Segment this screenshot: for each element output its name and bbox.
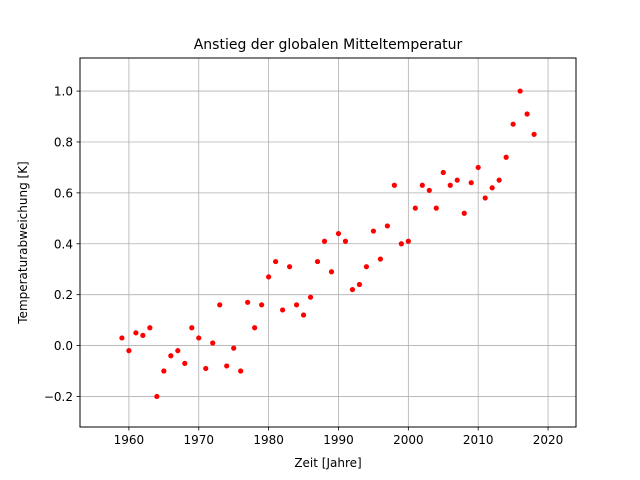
data-point: [175, 348, 181, 354]
data-point: [168, 353, 174, 359]
data-point: [426, 187, 432, 193]
data-point: [231, 345, 237, 351]
data-point: [328, 269, 335, 275]
data-point: [419, 182, 425, 188]
data-point: [217, 302, 223, 308]
data-point: [266, 274, 272, 280]
data-point: [475, 164, 481, 171]
x-axis-label: Zeit [Jahre]: [294, 456, 361, 470]
data-point: [384, 223, 390, 229]
y-tick-label: 0.4: [54, 237, 73, 251]
data-point: [307, 294, 314, 300]
data-points: [119, 88, 537, 400]
data-point: [433, 205, 439, 211]
y-axis-label: Temperaturabweichung [K]: [16, 161, 30, 324]
data-point: [238, 368, 244, 374]
data-point: [273, 258, 279, 265]
plot-frame: [79, 57, 577, 428]
data-point: [517, 88, 523, 94]
data-point: [140, 332, 146, 338]
data-point: [189, 325, 195, 331]
data-point: [259, 302, 265, 308]
y-tick-label: 0.0: [54, 339, 73, 353]
data-point: [245, 299, 251, 305]
data-point: [496, 177, 502, 183]
data-point: [391, 182, 397, 188]
x-tick-label: 1960: [114, 433, 145, 447]
y-tick-label: 0.6: [54, 186, 73, 200]
data-point: [203, 365, 209, 372]
data-point: [489, 185, 495, 191]
data-point: [503, 154, 509, 160]
data-point: [440, 169, 446, 176]
data-point: [468, 180, 474, 186]
data-point: [363, 264, 370, 270]
data-point: [300, 312, 307, 318]
data-point: [342, 238, 349, 244]
x-tick-label: 2010: [463, 433, 494, 447]
data-point: [377, 256, 383, 262]
data-point: [454, 177, 460, 183]
data-point: [133, 330, 139, 336]
data-point: [252, 325, 258, 331]
data-point: [412, 205, 418, 211]
data-point: [154, 393, 160, 400]
data-point: [335, 230, 342, 237]
data-point: [370, 228, 377, 234]
data-point: [286, 264, 293, 270]
data-point: [447, 182, 453, 188]
x-tick-label: 1990: [323, 433, 354, 447]
data-point: [531, 131, 537, 137]
data-point: [119, 335, 125, 341]
data-point: [147, 325, 153, 331]
x-tick-label: 1980: [253, 433, 284, 447]
data-point: [279, 307, 286, 313]
y-tick-label: 0.8: [54, 135, 73, 149]
x-tick-label: 2000: [393, 433, 424, 447]
data-point: [510, 121, 516, 127]
data-point: [398, 241, 404, 247]
data-point: [349, 286, 356, 293]
data-point: [126, 348, 132, 354]
x-tick-label: 1970: [183, 433, 214, 447]
data-point: [482, 195, 488, 201]
y-tick-label: 0.2: [54, 288, 73, 302]
data-point: [182, 360, 188, 366]
data-point: [210, 340, 216, 346]
data-point: [314, 258, 321, 265]
y-tick-label: 1.0: [54, 85, 73, 99]
y-tick-label: −0.2: [44, 390, 73, 404]
chart-title: Anstieg der globalen Mitteltemperatur: [194, 37, 463, 53]
data-point: [224, 363, 230, 369]
x-axis-ticks: 1960 1970 1980 1990 2000 2010 2020: [114, 427, 564, 447]
y-axis-ticks: −0.2 0.0 0.2 0.4 0.6 0.8 1.0: [44, 85, 80, 404]
data-point: [356, 281, 363, 288]
data-point: [405, 238, 411, 244]
data-point: [321, 238, 328, 244]
data-point: [293, 302, 300, 308]
x-tick-label: 2020: [533, 433, 564, 447]
data-point: [524, 111, 530, 117]
data-point: [161, 368, 167, 374]
data-point: [196, 335, 202, 341]
data-point: [461, 210, 467, 216]
